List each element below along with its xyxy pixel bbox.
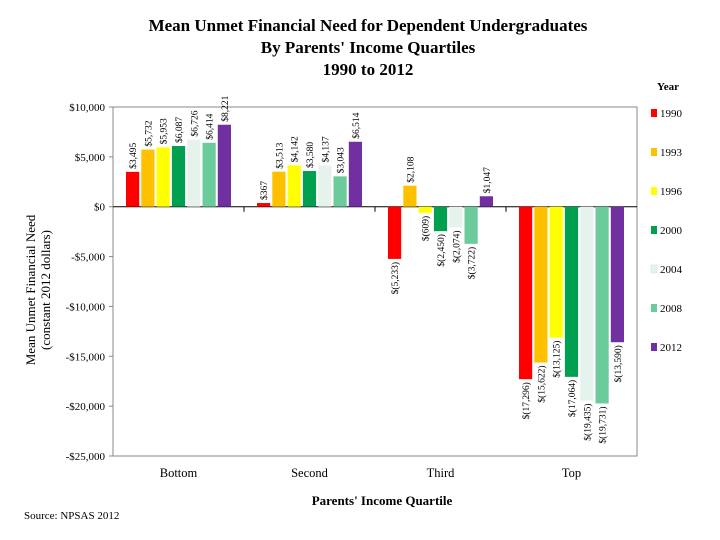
data-label: $3,580 (305, 142, 316, 168)
bar (418, 206, 432, 213)
legend-label: 2004 (660, 264, 683, 276)
data-label: $6,514 (351, 112, 362, 138)
x-axis-title: Parents' Income Quartile (312, 493, 453, 508)
legend-title: Year (657, 81, 679, 93)
bar (519, 206, 533, 380)
bar (464, 206, 478, 244)
legend-swatch (651, 148, 657, 156)
bar (302, 171, 317, 207)
bars (126, 124, 624, 404)
bar (564, 206, 579, 377)
data-label: $4,142 (290, 136, 301, 162)
bar (449, 206, 463, 228)
chart-title-line-3: 1990 to 2012 (323, 60, 414, 79)
bar (126, 171, 140, 207)
y-tick-label: -$15,000 (66, 351, 106, 363)
data-label: $(17,064) (567, 380, 578, 417)
category-label: Third (427, 466, 456, 480)
bar (595, 206, 609, 404)
data-label: $(13,590) (613, 345, 624, 382)
plot-frame (112, 106, 638, 457)
bar (217, 124, 231, 207)
bar (403, 185, 417, 207)
legend-swatch (651, 304, 657, 312)
data-label: $6,414 (205, 113, 216, 139)
legend-label: 2008 (660, 303, 683, 315)
data-label: $8,221 (220, 95, 231, 121)
y-tick-label: -$25,000 (66, 451, 106, 463)
data-label: $(5,233) (390, 262, 401, 294)
bar (580, 206, 594, 401)
data-label: $(15,622) (536, 365, 547, 402)
source-note: Source: NPSAS 2012 (24, 510, 119, 522)
bar (287, 165, 301, 207)
y-axis-title: Mean Unmet Financial Need (constant 2012… (23, 214, 53, 365)
bar (171, 146, 186, 207)
bar (202, 142, 216, 207)
y-tick-label: $5,000 (75, 152, 106, 164)
legend-label: 1990 (660, 108, 683, 120)
plot-area (112, 106, 638, 457)
data-label: $5,732 (143, 120, 154, 146)
chart-title-line-1: Mean Unmet Financial Need for Dependent … (149, 16, 588, 35)
bar (433, 206, 448, 232)
bar (333, 176, 347, 207)
legend-swatch (650, 264, 658, 274)
bar (187, 139, 201, 207)
data-label: $367 (259, 181, 270, 200)
data-label: $1,047 (482, 167, 493, 193)
y-tick-label: $0 (94, 202, 106, 214)
y-tick-label: -$10,000 (66, 301, 106, 313)
data-label: $(2,450) (436, 234, 447, 266)
y-tick-label: -$5,000 (71, 252, 105, 264)
legend-swatch (651, 226, 657, 234)
legend-swatch (651, 187, 657, 195)
data-label: $(2,074) (451, 230, 462, 262)
bar (318, 165, 332, 207)
y-tick-label: -$20,000 (66, 401, 106, 413)
bar (388, 206, 402, 259)
chart-title-line-2: By Parents' Income Quartiles (261, 38, 476, 57)
data-label: $(19,435) (582, 404, 593, 441)
data-label: $(17,296) (521, 382, 532, 419)
category-label: Top (562, 466, 581, 480)
chart-title: Mean Unmet Financial Need for Dependent … (149, 16, 588, 79)
data-label: $2,108 (405, 156, 416, 182)
data-label: $(13,125) (552, 341, 563, 378)
bar (549, 206, 563, 338)
data-label: $4,137 (320, 136, 331, 162)
legend-swatch (651, 343, 657, 351)
legend-label: 1996 (660, 186, 683, 198)
data-label: $(19,731) (598, 406, 609, 443)
bar (479, 196, 493, 207)
category-labels: Bottom Second Third Top (160, 466, 581, 480)
legend-label: 2000 (660, 225, 683, 237)
category-label: Bottom (160, 466, 198, 480)
legend-label: 2012 (660, 342, 682, 354)
bar (156, 147, 170, 207)
y-tick-label: $10,000 (69, 102, 105, 114)
data-label: $5,953 (159, 118, 170, 144)
data-label: $(3,722) (467, 247, 478, 279)
data-label: $6,726 (189, 110, 200, 136)
bar (141, 149, 155, 207)
data-label: $3,043 (336, 147, 347, 173)
bar (610, 206, 624, 343)
y-axis-title-line-2: (constant 2012 dollars) (38, 230, 53, 350)
data-label: $3,513 (274, 142, 285, 168)
category-label: Second (291, 466, 329, 480)
data-label: $(609) (421, 216, 432, 241)
bar (272, 171, 286, 207)
data-labels: $3,495 $5,732 $5,953 $6,087 $6,726 $6,414 $8,2… (128, 95, 624, 443)
legend: Year 1990 1993 1996 2000 2004 2008 2012 (650, 81, 683, 354)
data-label: $3,495 (128, 142, 139, 168)
bar (534, 206, 548, 363)
data-label: $6,087 (174, 117, 185, 143)
bar (348, 141, 362, 207)
legend-swatch (651, 109, 657, 117)
legend-label: 1993 (660, 147, 683, 159)
bar (257, 203, 271, 207)
y-axis-title-line-1: Mean Unmet Financial Need (23, 214, 38, 365)
